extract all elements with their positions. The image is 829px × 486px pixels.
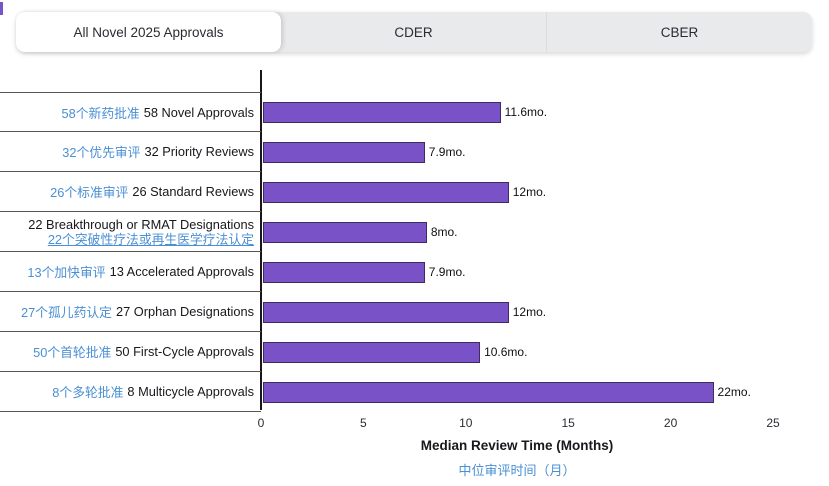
chart-row: 8个多轮批准 8 Multicycle Approvals 22mo. [0, 372, 790, 412]
row-label: 50个首轮批准 50 First-Cycle Approvals [0, 332, 261, 372]
bar-cell: 22mo. [263, 372, 775, 412]
bar-cell: 11.6mo. [263, 92, 775, 132]
tab-cber[interactable]: CBER [546, 12, 812, 52]
bar-value: 7.9mo. [428, 145, 466, 159]
row-label-zh[interactable]: 58个新药批准 [61, 105, 140, 121]
tab-cder[interactable]: CDER [394, 24, 433, 40]
bar-cell: 12mo. [263, 172, 775, 212]
tab-all-novel-2025-approvals[interactable]: All Novel 2025 Approvals [16, 12, 281, 52]
x-tick: 20 [663, 416, 678, 430]
bar[interactable] [263, 301, 509, 323]
row-label: 8个多轮批准 8 Multicycle Approvals [0, 372, 261, 412]
x-axis-label-en: Median Review Time (Months) [420, 438, 614, 453]
bar[interactable] [263, 101, 501, 123]
row-label: 22 Breakthrough or RMAT Designations 22个突… [0, 212, 261, 252]
row-label-en: 32 Priority Reviews [144, 144, 254, 159]
page-accent-mark [0, 2, 3, 15]
row-label-zh[interactable]: 32个优先审评 [62, 145, 141, 160]
row-label-en: 22 Breakthrough or RMAT Designations [28, 216, 254, 232]
bar[interactable] [263, 141, 425, 163]
bar[interactable] [263, 221, 427, 243]
x-tick: 10 [459, 416, 473, 430]
x-tick: 15 [561, 416, 575, 430]
row-label: 32个优先审评 32 Priority Reviews [0, 132, 261, 172]
chart-row: 58个新药批准 58 Novel Approvals 11.6mo. [0, 92, 790, 132]
bar-value: 12mo. [512, 305, 547, 319]
row-label: 13个加快审评 13 Accelerated Approvals [0, 252, 261, 292]
x-tick: 25 [766, 416, 780, 430]
bar-cell: 10.6mo. [263, 332, 775, 372]
bar-cell: 7.9mo. [263, 252, 775, 292]
row-label: 26个标准审评 26 Standard Reviews [0, 172, 261, 212]
bar-cell: 8mo. [263, 212, 775, 252]
bar-value: 11.6mo. [504, 105, 548, 119]
row-label-en: 13 Accelerated Approvals [109, 264, 254, 279]
x-axis-ticks: 0 5 10 15 20 25 [257, 416, 780, 432]
bar-cell: 7.9mo. [263, 132, 775, 172]
chart-row: 26个标准审评 26 Standard Reviews 12mo. [0, 172, 790, 212]
x-tick: 5 [360, 416, 367, 430]
y-axis-line [260, 70, 262, 410]
x-tick: 0 [257, 416, 265, 430]
row-label-en: 8 Multicycle Approvals [127, 384, 254, 399]
chart-rows: 58个新药批准 58 Novel Approvals 11.6mo. 32个优先… [0, 92, 790, 412]
bar-value: 12mo. [512, 185, 547, 199]
chart-row: 50个首轮批准 50 First-Cycle Approvals 10.6mo. [0, 332, 790, 372]
x-axis-label-zh: 中位审评时间（月） [458, 463, 576, 478]
bar-cell: 12mo. [263, 292, 775, 332]
bar-value: 8mo. [430, 225, 458, 239]
bar[interactable] [263, 381, 714, 403]
bar[interactable] [263, 341, 481, 363]
row-label: 27个孤儿药认定 27 Orphan Designations [0, 292, 261, 332]
bar-value: 7.9mo. [428, 265, 466, 279]
row-label-en: 50 First-Cycle Approvals [115, 344, 254, 359]
chart-row: 27个孤儿药认定 27 Orphan Designations 12mo. [0, 292, 790, 332]
chart-row: 13个加快审评 13 Accelerated Approvals 7.9mo. [0, 252, 790, 292]
bar-value: 22mo. [717, 385, 751, 399]
bar[interactable] [263, 261, 425, 283]
row-label-zh[interactable]: 13个加快审评 [27, 265, 106, 280]
bar-value: 10.6mo. [484, 345, 528, 359]
row-label-en: 58 Novel Approvals [143, 104, 254, 120]
tab-bar: All Novel 2025 Approvals CDER CBER [16, 12, 812, 52]
row-label-zh[interactable]: 26个标准审评 [50, 185, 129, 200]
bar[interactable] [263, 181, 509, 203]
row-label-zh[interactable]: 50个首轮批准 [33, 345, 112, 360]
row-label-zh[interactable]: 22个突破性疗法或再生医学疗法认定 [47, 231, 254, 247]
row-label-zh[interactable]: 8个多轮批准 [52, 385, 124, 400]
row-label-zh[interactable]: 27个孤儿药认定 [20, 305, 112, 320]
row-label-en: 27 Orphan Designations [115, 304, 254, 319]
chart-row: 22 Breakthrough or RMAT Designations 22个突… [0, 212, 790, 252]
row-label: 58个新药批准 58 Novel Approvals [0, 92, 261, 132]
median-review-time-chart: 58个新药批准 58 Novel Approvals 11.6mo. 32个优先… [0, 70, 829, 480]
chart-row: 32个优先审评 32 Priority Reviews 7.9mo. [0, 132, 790, 172]
row-label-en: 26 Standard Reviews [132, 184, 254, 199]
